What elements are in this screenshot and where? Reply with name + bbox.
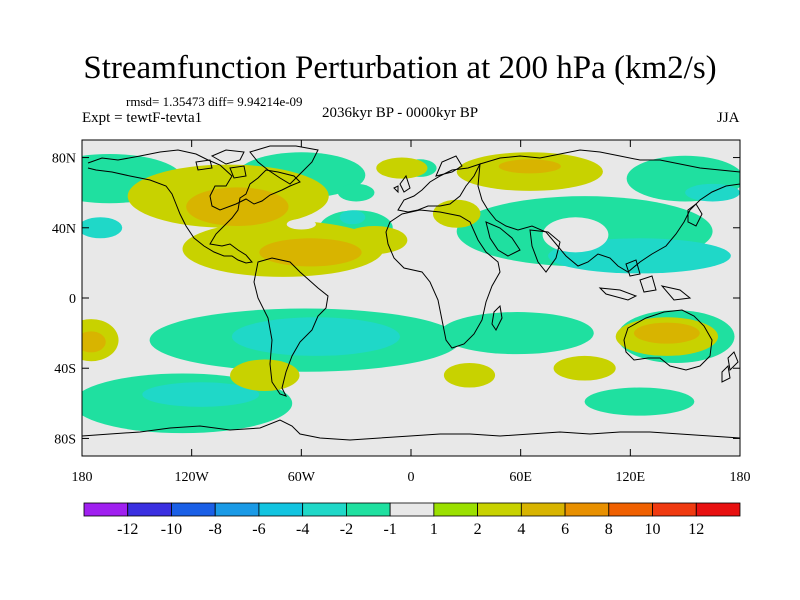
season-label: JJA: [717, 110, 740, 126]
contour-region-30: [259, 238, 362, 267]
coast-south-america: [253, 257, 329, 397]
x-tick-label: 180: [730, 470, 751, 485]
coast-new-zealand: [721, 351, 739, 383]
coast-british-isles: [393, 174, 411, 194]
colorbar-label: 10: [645, 521, 661, 538]
colorbar-swatch: [695, 502, 741, 517]
contour-hole-1: [286, 219, 316, 230]
colorbar-swatch: [433, 502, 479, 517]
chart-title: Streamfunction Perturbation at 200 hPa (…: [83, 50, 717, 86]
colorbar-label: 8: [605, 521, 613, 538]
colorbar-swatch: [389, 502, 435, 517]
y-tick-label: 0: [69, 292, 76, 307]
colorbar-swatch: [127, 502, 172, 517]
contour-fields: [82, 152, 740, 434]
coast-africa: [385, 209, 501, 349]
colorbar-swatch: [652, 502, 697, 517]
y-tick-label: 40S: [54, 362, 76, 377]
contour-region-33: [498, 159, 561, 174]
contour-region-29: [186, 187, 289, 227]
colorbar-label: -4: [296, 521, 309, 538]
contour-region-22: [432, 199, 481, 228]
colorbar-label: -6: [252, 521, 265, 538]
colorbar-swatch: [171, 502, 216, 517]
experiment-label: Expt = tewtF-tevta1: [82, 110, 203, 126]
colorbar-swatch: [520, 502, 566, 517]
coast-greenland: [249, 145, 319, 185]
contour-region-8: [440, 312, 594, 355]
y-tick-label: 40N: [52, 222, 76, 237]
coast-australia: [623, 309, 713, 371]
contour-region-31: [633, 322, 700, 344]
contour-region-32: [82, 331, 106, 353]
coast-arabia: [485, 221, 521, 257]
colorbar-swatch: [477, 502, 522, 517]
coast-indonesia: [598, 259, 692, 301]
x-tick-label: 60E: [509, 470, 532, 485]
coast-arctic-islands: [195, 149, 247, 179]
period-label: 2036kyr BP - 0000kyr BP: [322, 105, 479, 121]
colorbar-swatch: [302, 502, 347, 517]
contour-region-12: [82, 217, 123, 239]
y-tick-label: 80N: [52, 152, 76, 167]
x-tick-label: 0: [408, 470, 415, 485]
contour-region-13: [231, 317, 401, 356]
colorbar-label: 6: [561, 521, 569, 538]
colorbar-swatch: [214, 502, 260, 517]
contour-region-3: [337, 183, 375, 202]
colorbar-swatch: [564, 502, 610, 517]
contour-region-24: [230, 359, 300, 392]
x-tick-label: 180: [72, 470, 93, 485]
colorbar: -12 -10 -8 -6 -4 -2 -1 1 2 4 6 8 10 12: [83, 502, 741, 538]
colorbar-label: 12: [688, 521, 704, 538]
coast-north-america: [87, 149, 301, 264]
contour-region-16: [142, 382, 260, 407]
colorbar-label: -10: [161, 521, 182, 538]
colorbar-swatch: [608, 502, 653, 517]
colorbar-label: -2: [340, 521, 353, 538]
coast-japan: [687, 203, 703, 227]
coast-antarctica: [82, 419, 740, 441]
contour-region-28: [376, 157, 428, 179]
coast-europe: [397, 155, 481, 213]
colorbar-swatch: [258, 502, 304, 517]
coast-asia: [477, 149, 740, 273]
axes: 180 120W 60W 0 60E 120E 180 80N 40N 0 40S 80S: [52, 140, 751, 485]
colorbar-label: 2: [474, 521, 482, 538]
colorbar-label: -12: [117, 521, 138, 538]
contour-region-17: [339, 210, 366, 225]
contour-region-15: [685, 183, 740, 202]
colorbar-swatch: [345, 502, 391, 517]
y-tick-label: 80S: [54, 432, 76, 447]
rmsd-diff-stats: rmsd= 1.35473 diff= 9.94214e-09: [126, 94, 303, 109]
contour-region-26: [553, 355, 616, 381]
colorbar-swatch: [83, 502, 129, 517]
colorbar-label: -8: [209, 521, 222, 538]
x-tick-label: 60W: [288, 470, 316, 485]
contour-region-25: [443, 362, 496, 388]
x-tick-label: 120E: [616, 470, 646, 485]
colorbar-label: -1: [383, 521, 396, 538]
coast-india: [529, 229, 561, 273]
contour-hole-0: [542, 217, 609, 253]
x-tick-label: 120W: [175, 470, 210, 485]
coast-madagascar: [491, 304, 503, 331]
colorbar-label: 4: [517, 521, 525, 538]
contour-region-20: [341, 226, 408, 255]
contour-region-11: [584, 387, 695, 416]
colorbar-label: 1: [430, 521, 438, 538]
coastlines: [82, 145, 740, 441]
